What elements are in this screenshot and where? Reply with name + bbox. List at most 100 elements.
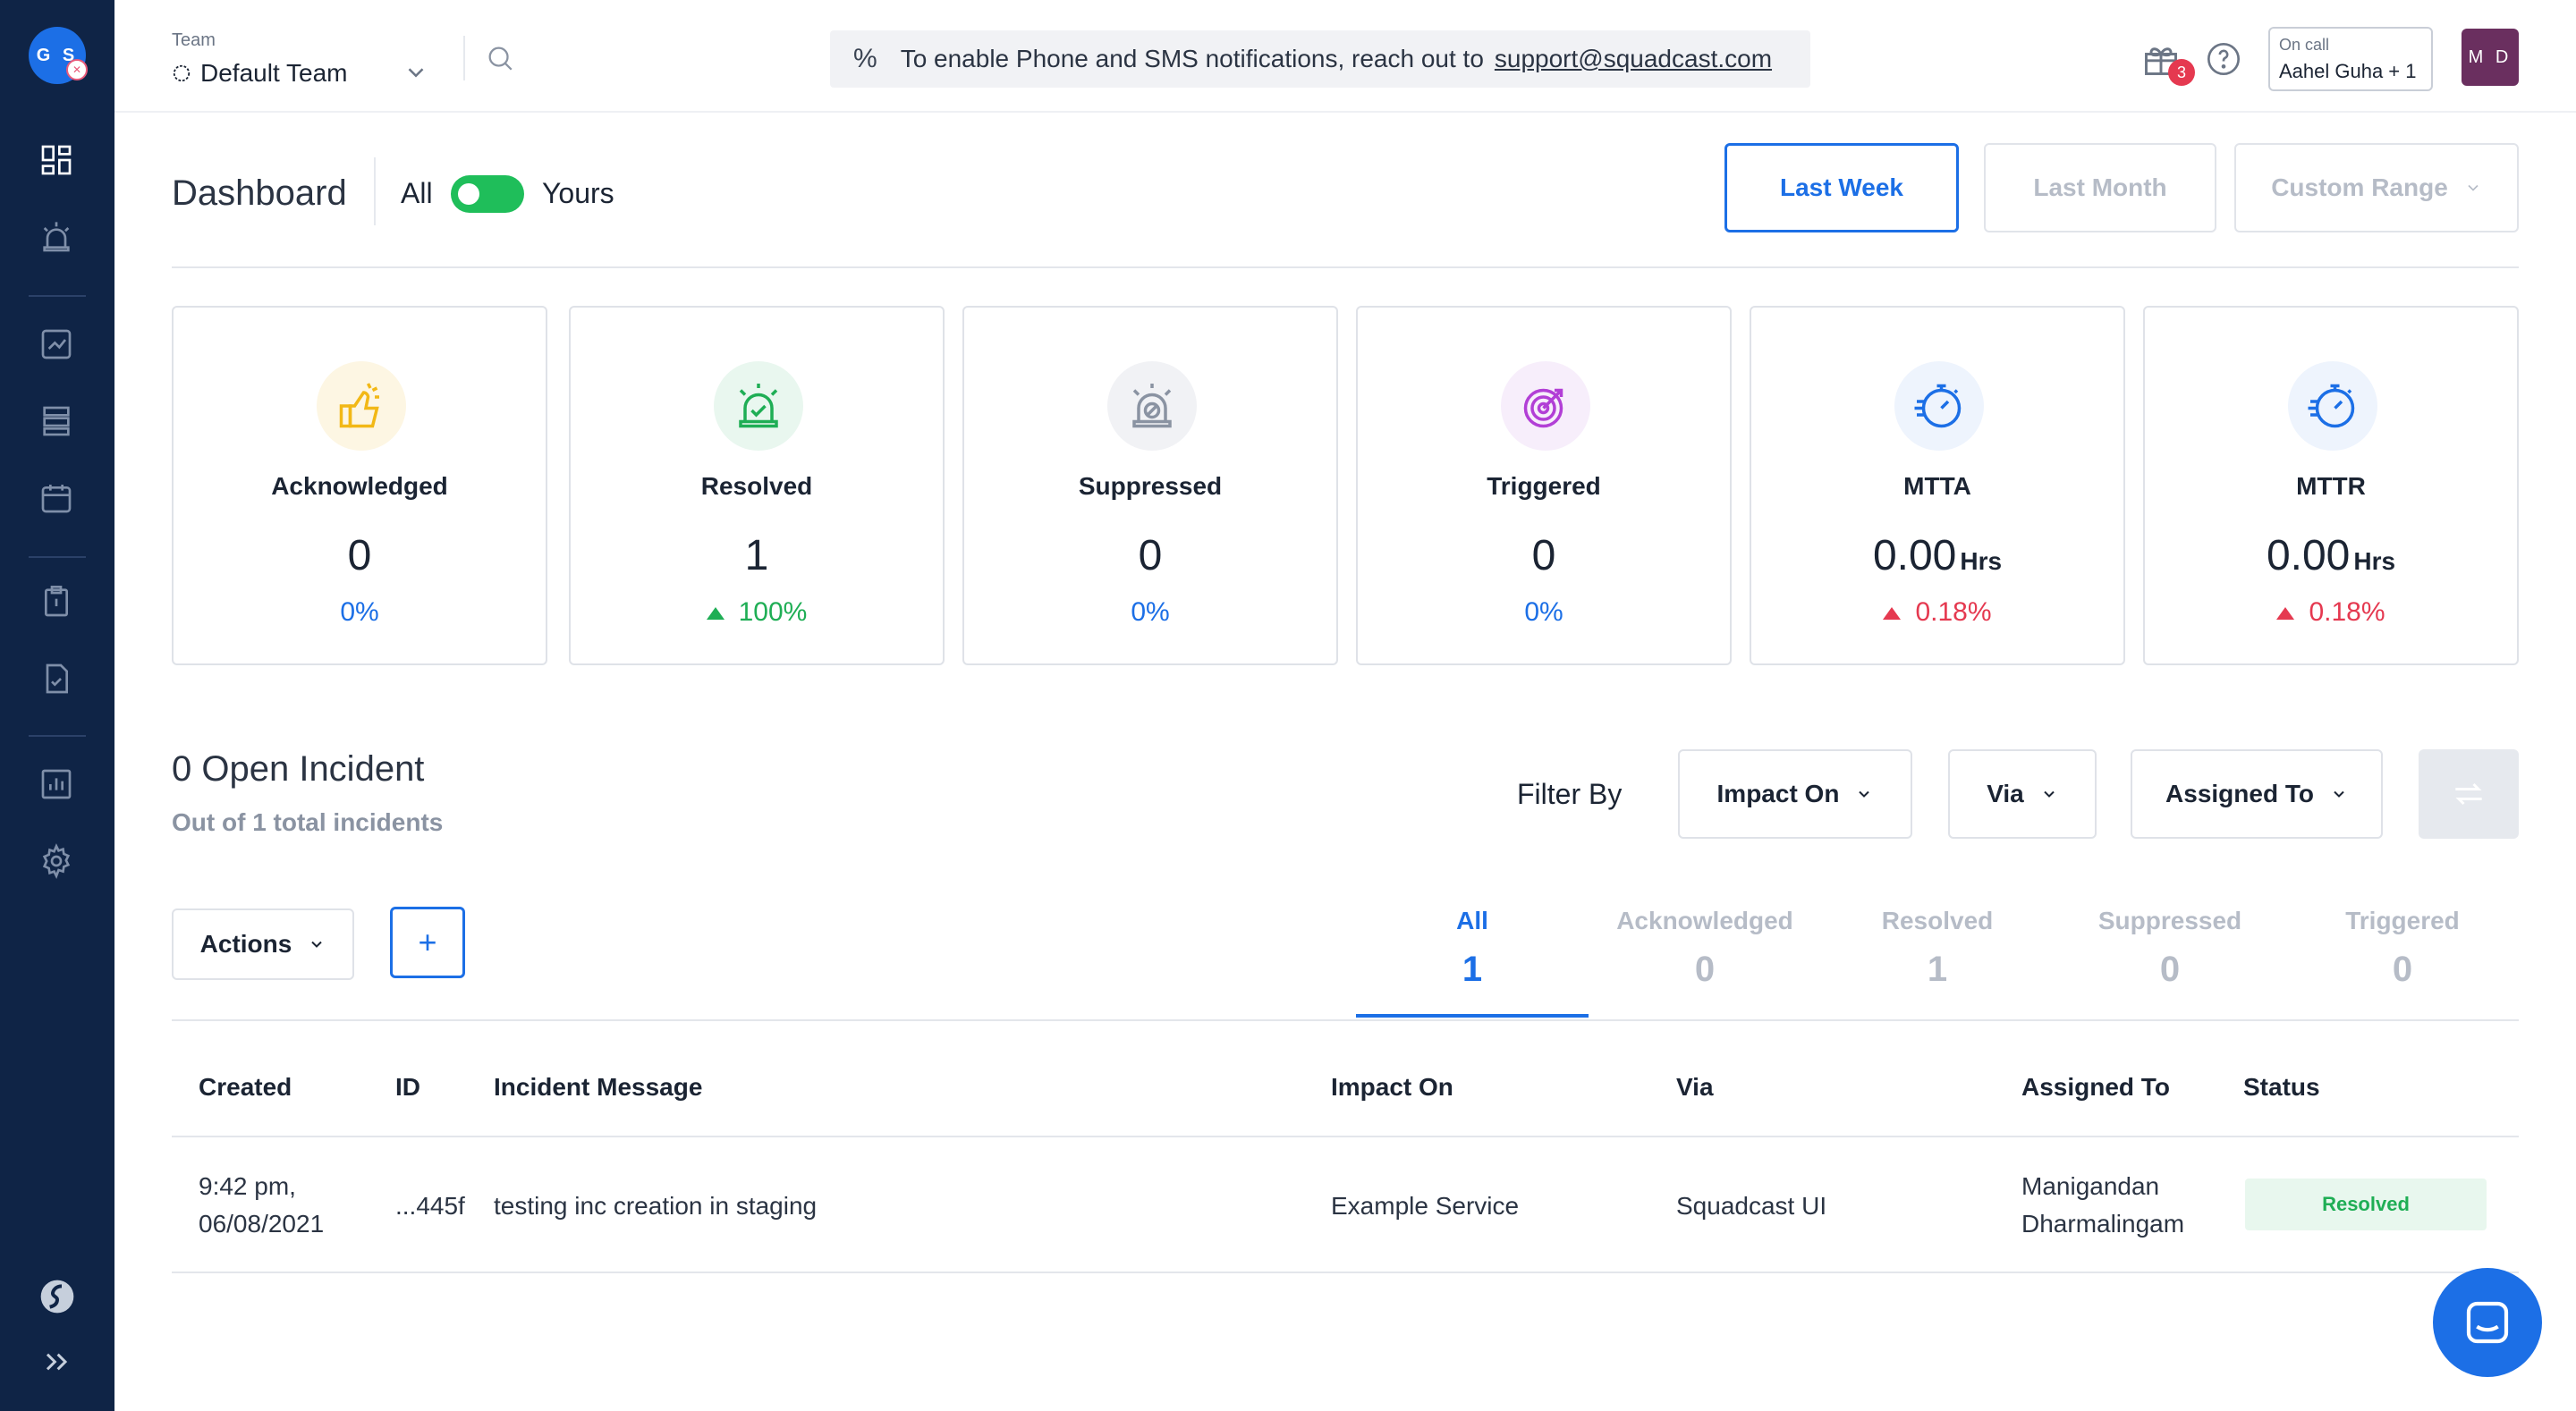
add-incident-button[interactable]: +	[390, 907, 465, 978]
column-header-assigned-to[interactable]: Assigned To	[2021, 1073, 2170, 1101]
tab-count: 0	[2392, 950, 2413, 989]
card-label: Suppressed	[1078, 472, 1223, 500]
alarm-check-icon	[714, 361, 803, 451]
org-switch-icon: ✕	[66, 59, 88, 80]
actions-label: Actions	[199, 930, 292, 958]
last-month-button[interactable]: Last Month	[1984, 143, 2216, 232]
toggle-label-all: All	[401, 177, 433, 209]
refresh-button[interactable]	[2419, 749, 2519, 839]
team-icon	[173, 64, 191, 82]
on-call-widget[interactable]: On call Aahel Guha + 1	[2268, 27, 2433, 91]
cell-via: Squadcast UI	[1676, 1192, 1827, 1220]
settings-gear-icon[interactable]	[34, 839, 79, 883]
user-avatar[interactable]: M D	[2462, 29, 2519, 86]
help-icon[interactable]	[2206, 41, 2241, 77]
runbooks-icon[interactable]	[34, 579, 79, 624]
column-header-id[interactable]: ID	[395, 1073, 420, 1101]
filter-via[interactable]: Via	[1948, 749, 2097, 839]
dashboard-icon[interactable]	[34, 138, 79, 182]
filter-label: Via	[1987, 780, 2024, 807]
gift-badge: 3	[2168, 59, 2195, 86]
analytics-icon[interactable]	[34, 322, 79, 367]
cell-assigned-to: Manigandan Dharmalingam	[2021, 1168, 2184, 1243]
filter-impact-on[interactable]: Impact On	[1678, 749, 1912, 839]
open-incidents-title: 0 Open Incident	[172, 749, 425, 789]
target-icon	[1501, 361, 1590, 451]
postmortems-icon[interactable]	[34, 656, 79, 701]
team-selector[interactable]: Default Team	[172, 59, 347, 88]
table-header-divider	[172, 1136, 2519, 1137]
created-date: 06/08/2021	[199, 1210, 325, 1238]
expand-sidebar-icon[interactable]	[34, 1339, 79, 1384]
card-value-wrap: 0.00 Hrs	[2145, 531, 2517, 580]
card-percent: 100%	[738, 597, 808, 627]
card-value: 0.00	[2266, 532, 2351, 579]
tab-label: Suppressed	[2097, 907, 2242, 934]
stat-card-mttr[interactable]: MTTR 0.00 Hrs 0.18%	[2143, 306, 2519, 665]
chevron-down-icon[interactable]	[402, 59, 429, 86]
org-avatar-initials: G S	[36, 45, 79, 65]
card-percent: 0%	[1524, 597, 1563, 627]
filter-assigned-to[interactable]: Assigned To	[2131, 749, 2383, 839]
notification-banner: % To enable Phone and SMS notifications,…	[830, 30, 1810, 88]
notice-text: To enable Phone and SMS notifications, r…	[900, 45, 1484, 72]
tab-triggered[interactable]: Triggered 0	[2286, 903, 2519, 1018]
tab-label: Triggered	[2345, 907, 2460, 934]
column-header-status[interactable]: Status	[2243, 1073, 2320, 1101]
column-header-message[interactable]: Incident Message	[494, 1073, 703, 1101]
sidebar-divider	[29, 556, 86, 558]
last-week-button[interactable]: Last Week	[1724, 143, 1959, 232]
stat-card-resolved[interactable]: Resolved 1 100%	[569, 306, 945, 665]
support-email-link[interactable]: support@squadcast.com	[1494, 45, 1773, 72]
squadcast-logo-icon	[32, 1272, 82, 1322]
filter-label: Assigned To	[2165, 780, 2314, 807]
search-icon[interactable]	[485, 43, 515, 73]
stat-card-mtta[interactable]: MTTA 0.00 Hrs 0.18%	[1750, 306, 2125, 665]
card-value-wrap: 0.00 Hrs	[1751, 531, 2123, 580]
tab-label: Acknowledged	[1616, 907, 1793, 934]
all-yours-toggle[interactable]	[451, 175, 524, 213]
tab-count: 0	[1694, 950, 1716, 989]
tab-all[interactable]: All 1	[1356, 903, 1589, 1018]
card-percent: 0%	[1131, 597, 1170, 627]
trend-up-icon	[1883, 607, 1902, 621]
incidents-icon[interactable]	[34, 215, 79, 259]
team-label: Team	[172, 30, 216, 50]
sidebar: G S ✕	[0, 0, 114, 1411]
schedules-icon[interactable]	[34, 476, 79, 520]
stat-card-triggered[interactable]: Triggered 0 0%	[1356, 306, 1732, 665]
tab-resolved[interactable]: Resolved 1	[1821, 903, 2054, 1018]
card-percent-wrap: 0.18%	[2145, 597, 2517, 628]
services-icon[interactable]	[34, 399, 79, 444]
stat-card-suppressed[interactable]: Suppressed 0 0%	[962, 306, 1338, 665]
column-header-created[interactable]: Created	[199, 1073, 292, 1101]
sidebar-divider	[29, 735, 86, 737]
card-value: 1	[744, 532, 769, 579]
card-value: 0	[1531, 532, 1556, 579]
card-percent-wrap: 100%	[571, 597, 943, 628]
tab-acknowledged[interactable]: Acknowledged 0	[1589, 903, 1821, 1018]
on-call-value: Aahel Guha + 1	[2279, 60, 2417, 82]
reports-icon[interactable]	[34, 762, 79, 807]
thumbs-up-icon	[317, 361, 406, 451]
chevron-down-icon	[311, 941, 323, 948]
org-avatar[interactable]: G S ✕	[29, 27, 88, 84]
toggle-knob	[458, 183, 479, 205]
stopwatch-icon	[1894, 361, 1984, 451]
cell-id[interactable]: ...445f	[395, 1192, 465, 1220]
column-header-via[interactable]: Via	[1676, 1073, 1714, 1101]
actions-dropdown[interactable]: Actions	[172, 908, 354, 980]
custom-range-button[interactable]: Custom Range	[2234, 143, 2519, 232]
card-percent: 0.18%	[1915, 597, 1992, 627]
chat-launcher-button[interactable]	[2433, 1268, 2542, 1377]
card-label: Resolved	[700, 472, 813, 500]
column-header-impact-on[interactable]: Impact On	[1331, 1073, 1453, 1101]
card-unit: Hrs	[1960, 547, 2003, 575]
card-percent: 0%	[340, 597, 379, 627]
refresh-icon	[2455, 782, 2482, 806]
cell-message[interactable]: testing inc creation in staging	[494, 1192, 818, 1220]
stat-card-acknowledged[interactable]: Acknowledged 0 0%	[172, 306, 547, 665]
chevron-down-icon	[2044, 790, 2055, 798]
percent-icon: %	[853, 44, 877, 73]
tab-suppressed[interactable]: Suppressed 0	[2054, 903, 2286, 1018]
